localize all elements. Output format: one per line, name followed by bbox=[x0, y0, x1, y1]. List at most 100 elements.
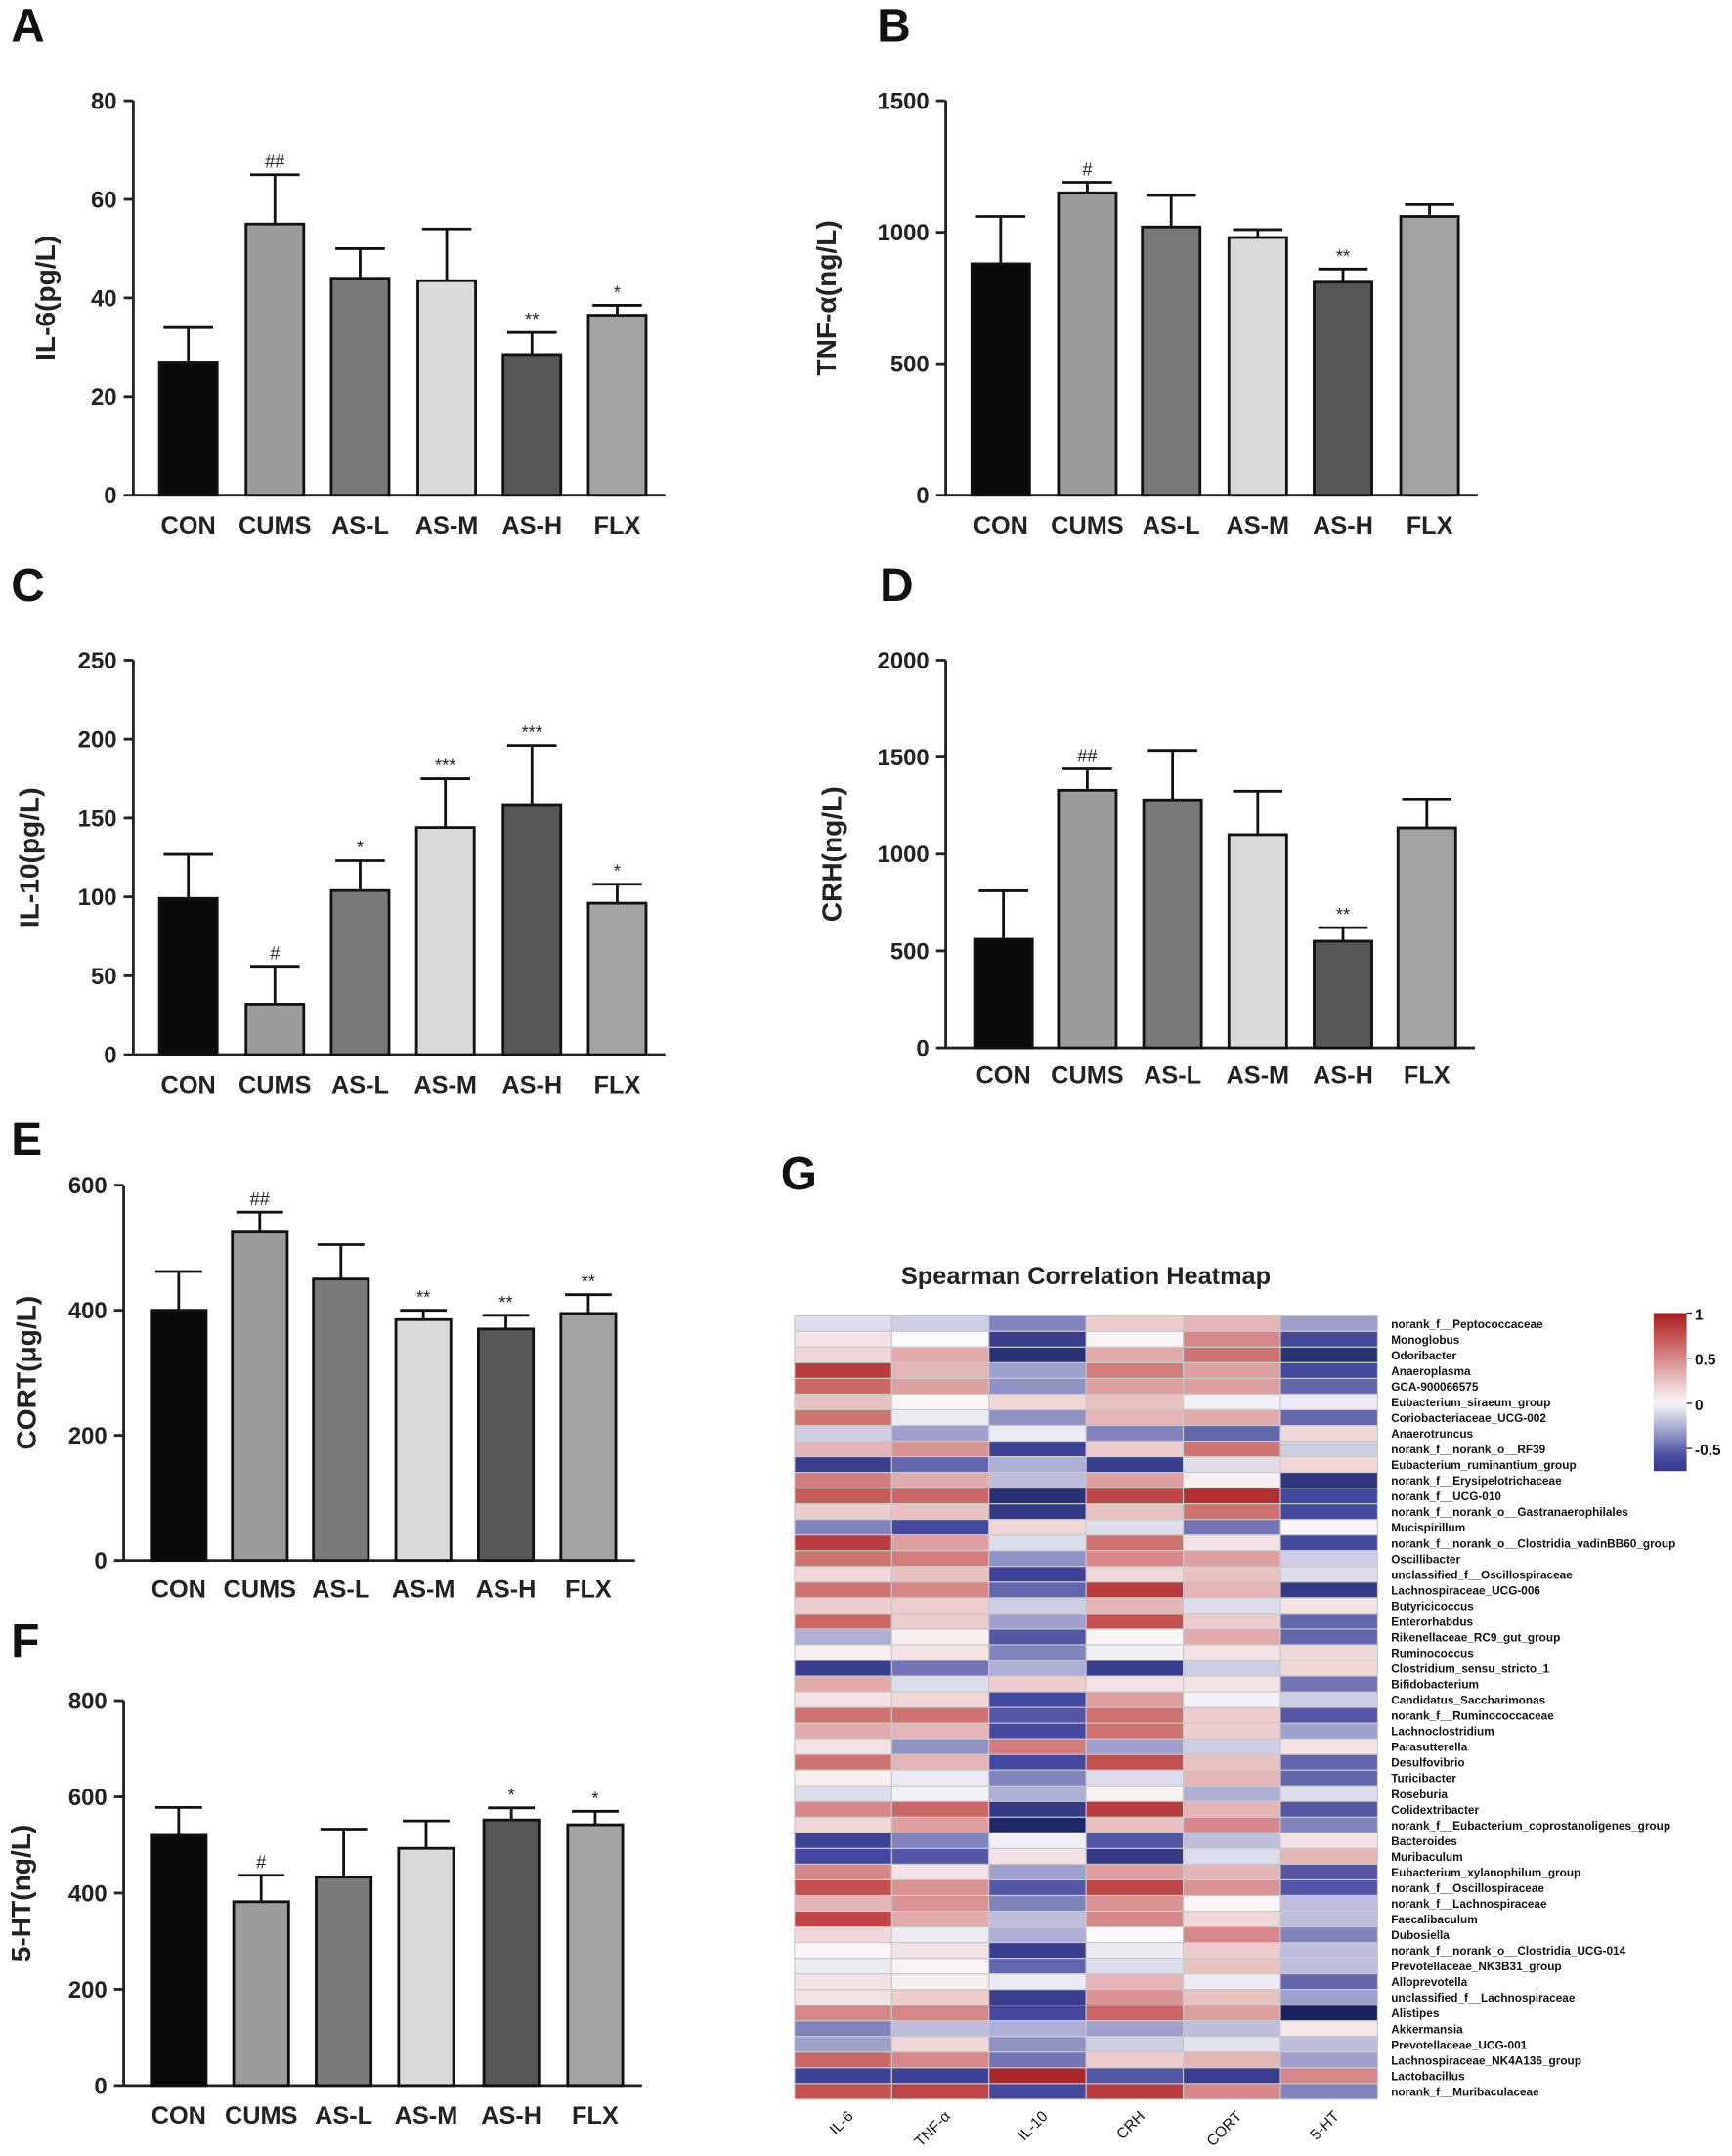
heatmap-cell bbox=[1085, 1566, 1185, 1583]
heatmap-cell bbox=[1183, 1534, 1281, 1552]
heatmap-cell bbox=[1183, 1628, 1281, 1646]
heatmap-cell bbox=[794, 1519, 892, 1536]
panel-a: A 0 20 40 60 80 IL-6(pg/L) CON ## CUMS AS-L AS-M ** A… bbox=[11, 1, 666, 539]
bar-as-h bbox=[1313, 939, 1373, 1050]
significance-label: ** bbox=[1336, 245, 1350, 266]
heatmap-cell bbox=[794, 1613, 892, 1630]
y-tick-label: 1000 bbox=[878, 841, 930, 868]
heatmap-cell bbox=[988, 2036, 1087, 2053]
heatmap-cell bbox=[1183, 1973, 1281, 1991]
heatmap-cell bbox=[794, 1738, 892, 1755]
heatmap-cell bbox=[794, 1581, 892, 1599]
bar-cums bbox=[1057, 788, 1118, 1050]
heatmap-cell bbox=[1085, 1942, 1185, 1960]
bar-as-h bbox=[1313, 280, 1373, 497]
x-tick-label: AS-M bbox=[395, 2102, 458, 2130]
heatmap-cell bbox=[890, 1472, 990, 1489]
bar-cums bbox=[1057, 191, 1118, 497]
significance-label: ** bbox=[582, 1272, 595, 1292]
x-tick-label: CUMS bbox=[1051, 512, 1123, 539]
heatmap-cell bbox=[1279, 1878, 1379, 1897]
bar-as-l bbox=[1141, 225, 1202, 497]
y-tick-label: 0 bbox=[916, 483, 929, 509]
heatmap-cell bbox=[794, 1722, 892, 1740]
y-tick-label: 500 bbox=[890, 352, 930, 378]
heatmap-cell bbox=[1183, 1644, 1281, 1661]
heatmap-cell bbox=[794, 2083, 892, 2100]
y-tick-label: 50 bbox=[91, 964, 117, 990]
heatmap-cell bbox=[1279, 2067, 1379, 2085]
row-label: Odoribacter bbox=[1391, 1349, 1456, 1362]
y-tick-label: 200 bbox=[78, 727, 117, 754]
heatmap-cell bbox=[794, 1785, 892, 1802]
heatmap-cell bbox=[1279, 1738, 1379, 1755]
heatmap-cell bbox=[794, 1361, 892, 1379]
heatmap-cell bbox=[1279, 2005, 1379, 2022]
heatmap-cell bbox=[890, 1722, 990, 1740]
heatmap-cell bbox=[1183, 1800, 1281, 1818]
panel-letter: D bbox=[880, 560, 914, 612]
heatmap-cell bbox=[988, 1894, 1087, 1913]
x-tick-label: CUMS bbox=[238, 512, 311, 539]
row-label: Lactobacillus bbox=[1391, 2069, 1465, 2083]
bar-as-h bbox=[482, 1818, 541, 2088]
heatmap-cell bbox=[1279, 1785, 1379, 1802]
row-label: Prevotellaceae_NK3B31_group bbox=[1391, 1960, 1561, 1973]
heatmap-cell bbox=[1279, 1315, 1379, 1332]
panel-letter: E bbox=[11, 1114, 42, 1166]
x-tick-label: CON bbox=[161, 1071, 216, 1099]
heatmap-cell bbox=[988, 1878, 1087, 1897]
row-label: GCA-900066575 bbox=[1391, 1380, 1479, 1394]
significance-label: * bbox=[508, 1785, 515, 1805]
heatmap-cell bbox=[1085, 1488, 1185, 1505]
heatmap-cell bbox=[1183, 1550, 1281, 1568]
heatmap-cell bbox=[1085, 1973, 1185, 1991]
bar-as-m bbox=[394, 1317, 453, 1563]
x-tick-label: AS-H bbox=[481, 2102, 541, 2130]
y-tick-label: 80 bbox=[91, 89, 117, 115]
heatmap-cell bbox=[1279, 2036, 1379, 2053]
x-tick-label: AS-M bbox=[392, 1576, 455, 1604]
heatmap-cell bbox=[988, 1613, 1087, 1630]
heatmap-cell bbox=[988, 1330, 1087, 1348]
heatmap-cell bbox=[1183, 1863, 1281, 1881]
significance-label: # bbox=[1082, 158, 1093, 179]
heatmap-cell bbox=[1085, 1424, 1185, 1443]
heatmap-cell bbox=[988, 2083, 1087, 2100]
heatmap-cell bbox=[1183, 1942, 1281, 1960]
row-label: Eubacterium_ruminantium_group bbox=[1391, 1458, 1576, 1472]
significance-label: # bbox=[270, 943, 281, 964]
heatmap-cell bbox=[1183, 2020, 1281, 2038]
heatmap-cell bbox=[890, 1424, 990, 1443]
y-tick-label: 2000 bbox=[878, 648, 930, 674]
heatmap-cell bbox=[794, 1628, 892, 1646]
row-label: Anaeroplasma bbox=[1391, 1364, 1471, 1378]
row-label: Roseburia bbox=[1391, 1788, 1448, 1801]
x-tick-label: AS-L bbox=[315, 2102, 372, 2130]
x-tick-label: AS-M bbox=[413, 1071, 477, 1099]
heatmap-cell bbox=[988, 1925, 1087, 1944]
significance-label: * bbox=[614, 281, 621, 302]
row-label: norank_f__Lachnospiraceae bbox=[1391, 1897, 1547, 1911]
row-label: Turicibacter bbox=[1391, 1772, 1456, 1786]
heatmap-cell bbox=[890, 1769, 990, 1787]
heatmap-cell bbox=[794, 1958, 892, 1975]
panel-letter: C bbox=[11, 560, 45, 612]
bar-con bbox=[150, 1309, 208, 1563]
heatmap-cell bbox=[1279, 1660, 1379, 1677]
colorbar-tick-label: 0 bbox=[1695, 1398, 1704, 1414]
bar-cums bbox=[244, 1003, 306, 1056]
heatmap-cell bbox=[890, 1393, 990, 1411]
x-tick-label: CUMS bbox=[1051, 1062, 1123, 1090]
heatmap-cell bbox=[1183, 1675, 1281, 1693]
heatmap-cell bbox=[1183, 2036, 1281, 2053]
x-tick-label: FLX bbox=[594, 1071, 641, 1099]
heatmap-cell bbox=[1085, 1878, 1185, 1897]
row-label: Parasutterella bbox=[1391, 1741, 1467, 1754]
bar-flx bbox=[586, 314, 648, 497]
row-label: Alistipes bbox=[1391, 2006, 1440, 2020]
row-label: norank_f__Eubacterium_coprostanoligenes_… bbox=[1391, 1819, 1670, 1833]
y-tick-label: 0 bbox=[916, 1035, 929, 1061]
heatmap-cell bbox=[1279, 1581, 1379, 1599]
heatmap-cell bbox=[794, 1706, 892, 1724]
